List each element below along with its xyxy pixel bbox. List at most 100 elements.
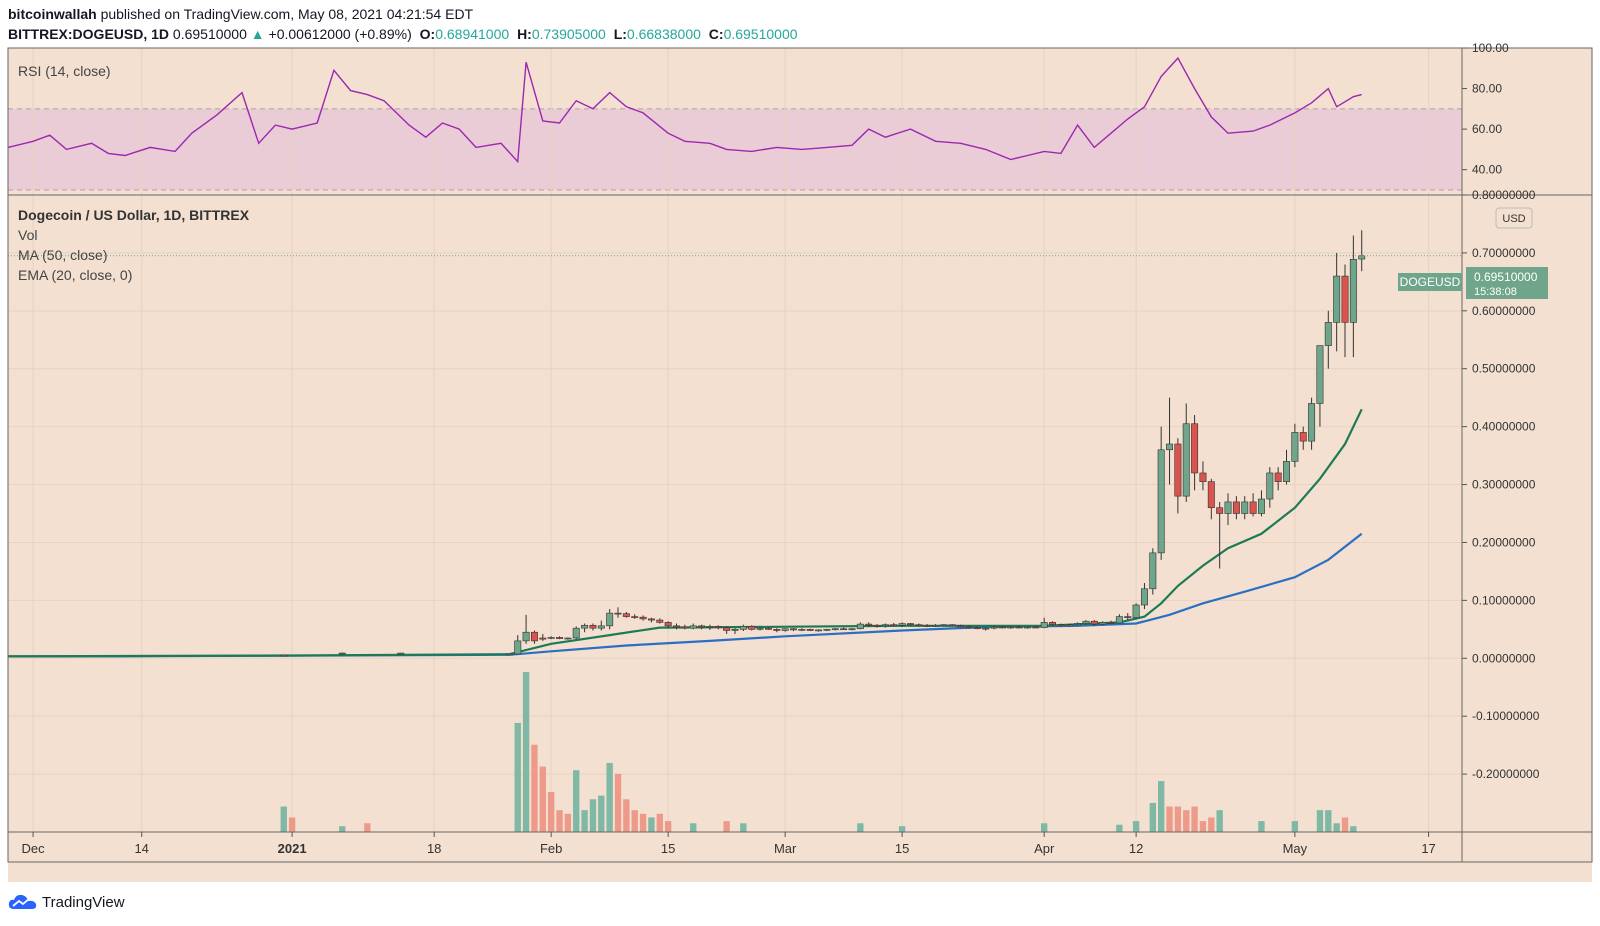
candle-body xyxy=(1257,498,1265,514)
vol-legend[interactable]: Vol xyxy=(18,227,37,243)
candle-body xyxy=(773,629,781,631)
candle-body xyxy=(1274,472,1282,482)
candle-body xyxy=(982,627,990,630)
candle-body xyxy=(1182,423,1190,497)
candle-body xyxy=(1166,443,1174,451)
candle-body xyxy=(923,624,931,627)
candle-body xyxy=(706,626,714,628)
volume-bar xyxy=(522,672,530,832)
volume-bar xyxy=(1325,810,1332,832)
volume-bar xyxy=(606,762,613,832)
candle-body xyxy=(572,627,580,639)
candle-body xyxy=(815,629,823,632)
brand-name: TradingView xyxy=(42,893,125,911)
symbol-label[interactable]: BITTREX:DOGEUSD, 1D xyxy=(8,26,170,42)
candle-body xyxy=(647,618,655,621)
tradingview-logo[interactable]: TradingView xyxy=(8,893,125,911)
price-axis[interactable]: 0.80000000 0.70000000 0.60000000 0.50000000… xyxy=(1462,188,1540,781)
close-label: C: xyxy=(708,26,724,42)
rsi-axis[interactable]: 100.00 80.00 60.00 40.00 xyxy=(1462,41,1509,177)
chart-grid xyxy=(8,48,1462,832)
volume-bar xyxy=(539,766,546,832)
volume-bar xyxy=(1291,821,1299,832)
y-tick-label: 0.60000000 xyxy=(1472,304,1536,318)
up-triangle-icon: ▲ xyxy=(250,26,265,42)
candle-body xyxy=(781,628,789,631)
volume-bar xyxy=(623,799,630,832)
candle-body xyxy=(1249,501,1257,514)
candle-body xyxy=(338,652,346,655)
candle-body xyxy=(898,623,906,626)
candle-body xyxy=(1015,626,1023,629)
candle-body xyxy=(1065,624,1073,627)
y-tick-label: 0.20000000 xyxy=(1472,535,1536,549)
volume-bar xyxy=(1208,817,1215,832)
volume-bar xyxy=(547,792,555,832)
rsi-y-tick-label: 80.00 xyxy=(1472,82,1502,96)
open-value: 0.68941000 xyxy=(435,26,510,42)
candle-body xyxy=(1099,622,1107,625)
rsi-legend[interactable]: RSI (14, close) xyxy=(18,63,111,79)
candle-body xyxy=(1207,481,1215,509)
ema-legend[interactable]: EMA (20, close, 0) xyxy=(18,267,132,283)
publish-info: published on TradingView.com, May 08, 20… xyxy=(100,6,474,22)
candle-body xyxy=(1216,507,1224,514)
candle-body xyxy=(990,626,998,629)
candle-body xyxy=(1090,620,1098,625)
candle-body xyxy=(932,624,940,627)
volume-bar xyxy=(857,823,864,832)
candle-body xyxy=(1291,432,1299,462)
rsi-line xyxy=(7,56,1362,164)
candle-body xyxy=(973,627,981,630)
volume-bar xyxy=(1041,823,1048,832)
candle-body xyxy=(1316,345,1324,404)
y-tick-label: 0.70000000 xyxy=(1472,246,1536,260)
time-axis[interactable]: Dec 14 2021 18 Feb 15 Mar 15 Apr 12 May 17 xyxy=(22,832,1436,856)
candle-body xyxy=(1283,461,1290,482)
main-legend-title[interactable]: Dogecoin / US Dollar, 1D, BITTREX xyxy=(18,207,250,223)
x-tick-label: Apr xyxy=(1034,841,1055,856)
candle-body xyxy=(1007,626,1015,629)
author-name[interactable]: bitcoinwallah xyxy=(8,6,97,22)
candle-body xyxy=(1349,258,1357,323)
candlesticks[interactable] xyxy=(280,230,1366,657)
x-tick-label: Mar xyxy=(774,841,797,856)
rsi-y-tick-label: 40.00 xyxy=(1472,163,1502,177)
y-tick-label: -0.10000000 xyxy=(1472,709,1540,723)
volume-bar xyxy=(690,823,697,832)
currency-badge[interactable] xyxy=(1495,207,1533,229)
x-tick-label: 12 xyxy=(1129,841,1143,856)
volume-bar xyxy=(1116,824,1123,832)
volume-bar xyxy=(1316,810,1324,832)
candle-body xyxy=(280,654,288,657)
candle-body xyxy=(965,626,973,629)
candle-body xyxy=(1308,403,1316,442)
ma-legend[interactable]: MA (50, close) xyxy=(18,247,107,263)
candle-body xyxy=(957,625,965,628)
candle-body xyxy=(907,623,914,625)
candle-body xyxy=(681,626,689,629)
candle-body xyxy=(606,612,614,627)
candle-body xyxy=(865,623,873,626)
candle-body xyxy=(522,631,530,642)
candle-body xyxy=(1299,432,1307,442)
candle-body xyxy=(1140,588,1148,606)
candle-body xyxy=(856,623,864,630)
candle-body xyxy=(831,628,839,631)
volume-bar xyxy=(1258,821,1265,832)
low-label: L: xyxy=(613,26,627,42)
candle-body xyxy=(1224,501,1232,514)
volume-bar xyxy=(339,826,346,832)
volume-bar xyxy=(556,810,563,832)
x-tick-label: 15 xyxy=(895,841,909,856)
candle-body xyxy=(539,637,547,640)
volume-bar xyxy=(288,817,296,832)
candle-body xyxy=(1032,626,1040,629)
x-tick-label: Dec xyxy=(22,841,46,856)
candle-body xyxy=(748,626,756,630)
volume-bar xyxy=(631,810,638,832)
tradingview-cloud-icon xyxy=(8,894,37,909)
candle-body xyxy=(756,627,764,630)
candle-body xyxy=(631,616,639,618)
